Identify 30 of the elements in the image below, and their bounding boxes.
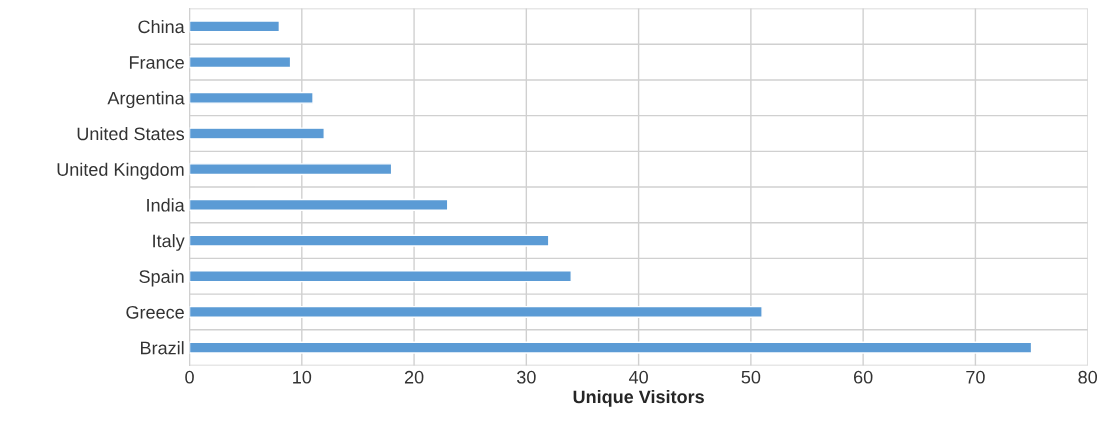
y-tick-label: United States bbox=[77, 126, 185, 141]
y-tick-label: China bbox=[138, 19, 185, 34]
y-tick-label: India bbox=[147, 198, 185, 212]
y-tick-label: Italy bbox=[153, 234, 185, 251]
x-axis-title: Unique Visitors bbox=[573, 389, 704, 407]
bar bbox=[189, 270, 572, 283]
y-tick-label: Brazil bbox=[141, 341, 184, 355]
bar bbox=[189, 163, 393, 176]
y-tick-label: France bbox=[129, 56, 184, 69]
x-tick-label: 30 bbox=[516, 370, 536, 384]
y-tick-label: Argentina bbox=[107, 91, 185, 109]
y-tick-label: Greece bbox=[126, 305, 184, 319]
bar bbox=[189, 91, 314, 104]
bar bbox=[189, 20, 281, 33]
x-tick-label: 40 bbox=[628, 370, 648, 384]
x-tick-label: 10 bbox=[293, 370, 312, 384]
x-tick-label: 60 bbox=[854, 370, 873, 384]
bar bbox=[189, 127, 325, 140]
bar bbox=[189, 305, 763, 319]
bar bbox=[189, 234, 550, 247]
bar bbox=[189, 341, 1033, 354]
x-tick-label: 0 bbox=[185, 370, 194, 384]
x-tick-label: 20 bbox=[404, 370, 424, 384]
x-tick-label: 80 bbox=[1078, 370, 1098, 384]
y-tick-label: Spain bbox=[139, 269, 184, 287]
x-tick-label: 70 bbox=[966, 370, 985, 384]
bar bbox=[189, 56, 292, 69]
y-tick-label: United Kingdom bbox=[57, 162, 184, 180]
bar bbox=[189, 198, 449, 211]
x-tick-label: 50 bbox=[741, 370, 761, 384]
